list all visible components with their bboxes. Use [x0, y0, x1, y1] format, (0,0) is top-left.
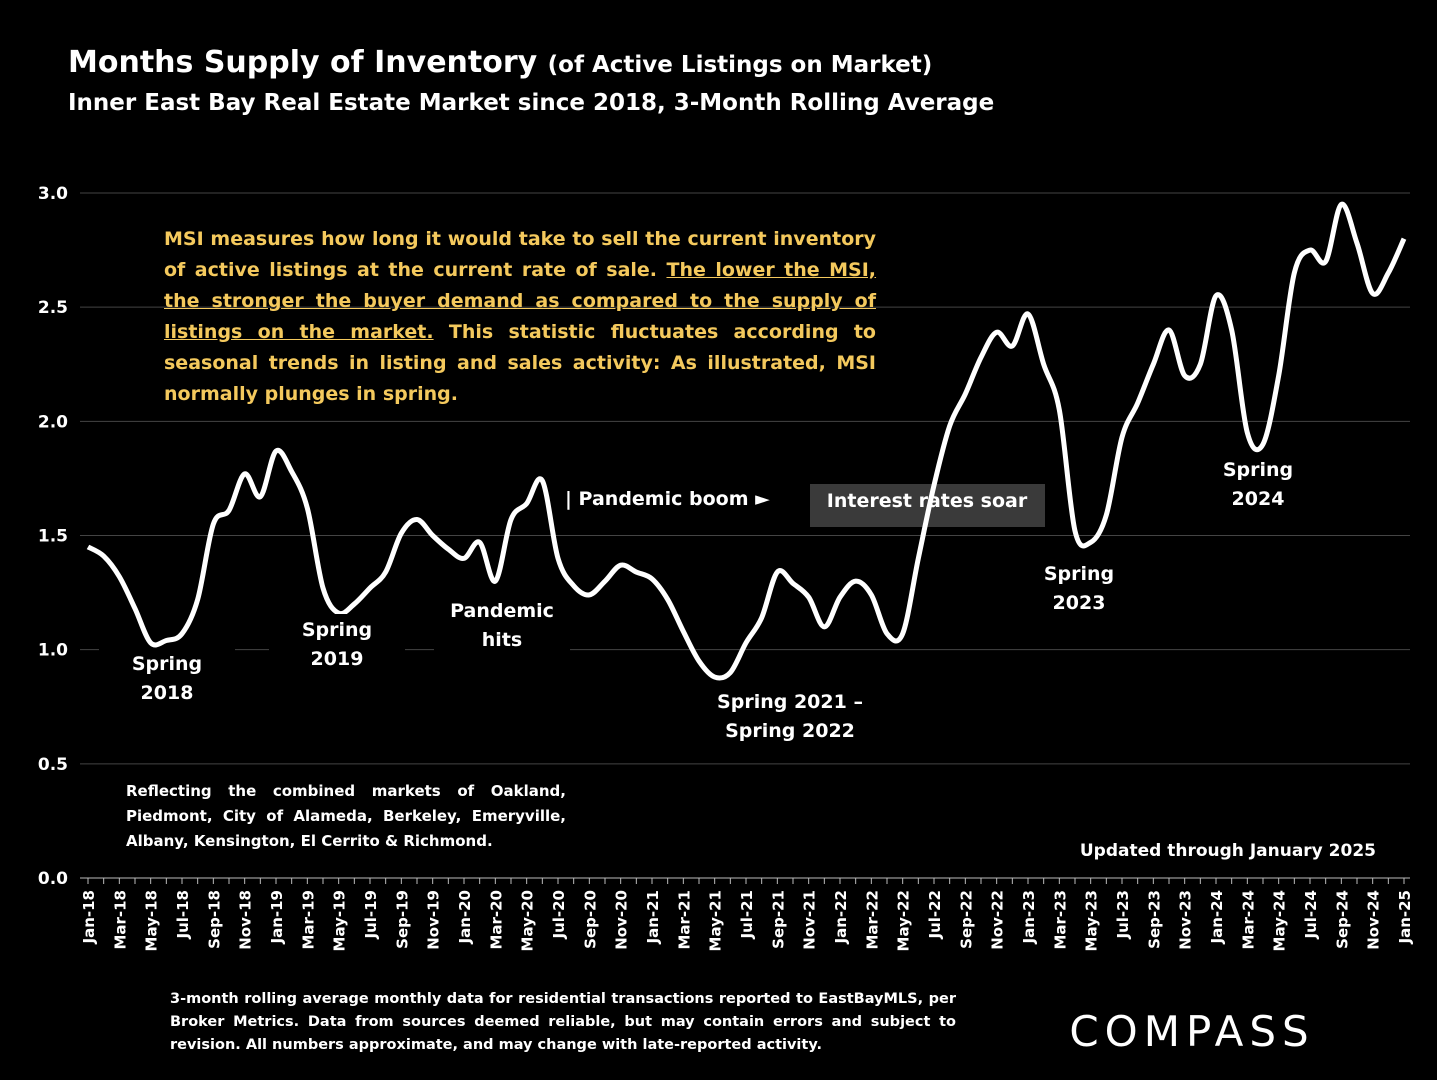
note: MSI measures how long it would take to s… [164, 224, 876, 410]
x-tick-label: Jan-19 [268, 890, 286, 944]
annotation: 2024 [1232, 488, 1285, 510]
x-tick-label: May-18 [143, 890, 161, 951]
x-tick-label: May-20 [519, 890, 537, 951]
y-tick-label: 1.0 [38, 641, 68, 661]
note-part: The lower the MSI, the stronger the buye… [164, 259, 877, 343]
annotation: Spring 2021 – [717, 691, 863, 713]
title: Months Supply of Inventory [68, 45, 538, 80]
x-tick-label: Jul-19 [362, 890, 380, 940]
x-tick-label: Jan-23 [1020, 890, 1038, 944]
x-tick-label: Nov-20 [613, 890, 631, 950]
x-tick-label: Mar-21 [675, 890, 693, 950]
x-tick-label: Jul-24 [1302, 890, 1320, 940]
x-tick-label: Sep-21 [769, 890, 787, 949]
x-tick-label: Jan-20 [456, 890, 474, 944]
annotation: 2019 [311, 648, 364, 670]
title-suffix: (of Active Listings on Market) [548, 52, 933, 78]
x-tick-label: Jan-25 [1396, 890, 1414, 944]
x-tick-label: May-24 [1271, 890, 1289, 951]
annotation: Spring 2022 [725, 720, 855, 742]
x-tick-label: Nov-21 [801, 890, 819, 950]
x-tick-label: Jul-22 [926, 890, 944, 940]
annotation: Spring [132, 653, 202, 675]
x-tick-label: Jul-18 [174, 890, 192, 940]
note-part: This statistic fluctuates according to s… [164, 321, 876, 405]
x-tick-label: Sep-20 [581, 890, 599, 949]
annotation: Pandemic [450, 600, 554, 622]
annotation-bg [434, 595, 570, 659]
x-tick-label: May-21 [707, 890, 725, 951]
x-tick-label: Nov-24 [1365, 890, 1383, 950]
x-tick-label: Jan-22 [832, 890, 850, 944]
x-tick-label: Jul-23 [1114, 890, 1132, 940]
x-tick-label: Jan-21 [644, 890, 662, 944]
annotation: Spring [1044, 563, 1114, 585]
y-tick-label: 0.0 [38, 869, 68, 889]
annotation-bg [269, 614, 405, 678]
x-tick-label: Sep-18 [205, 890, 223, 949]
line [86, 201, 1407, 681]
annotation: hits [482, 629, 522, 651]
x-tick-label: Nov-19 [425, 890, 443, 950]
x-tick-label: Mar-24 [1239, 890, 1257, 950]
annotation-bg [722, 686, 858, 750]
y-tick-label: 1.5 [38, 527, 68, 547]
x-tick-label: Sep-23 [1145, 890, 1163, 949]
y-tick-label: 0.5 [38, 755, 68, 775]
y-tick-label: 3.0 [38, 184, 68, 204]
updated: Updated through January 2025 [1079, 841, 1376, 861]
y-tick-label: 2.5 [38, 298, 68, 318]
chart-title: Months Supply of Inventory (of Active Li… [68, 45, 932, 80]
x-tick-label: Mar-20 [487, 890, 505, 950]
annotation: | Pandemic boom ► [565, 488, 770, 510]
brand: COMPASS [1069, 1007, 1314, 1056]
x-tick-label: Mar-22 [863, 890, 881, 950]
x-tick-label: Jan-18 [80, 890, 98, 944]
x-tick-label: Sep-22 [957, 890, 975, 949]
x-tick-label: Sep-24 [1333, 890, 1351, 949]
annotation: 2023 [1053, 592, 1106, 614]
x-tick-label: Sep-19 [393, 890, 411, 949]
subtitle: Inner East Bay Real Estate Market since … [68, 90, 994, 116]
x-tick-label: Nov-18 [237, 890, 255, 950]
x-tick-label: Nov-23 [1177, 890, 1195, 950]
x-tick-label: Mar-18 [111, 890, 129, 950]
x-tick-label: May-23 [1083, 890, 1101, 951]
x-tick-label: Mar-23 [1051, 890, 1069, 950]
x-tick-label: May-19 [331, 890, 349, 951]
x-tick-label: Jul-20 [550, 890, 568, 940]
x-tick-label: Mar-19 [299, 890, 317, 950]
annotation-bg [99, 648, 235, 712]
annotation: Interest rates soar [827, 490, 1028, 512]
x-tick-label: Nov-22 [989, 890, 1007, 950]
annotation: Spring [1223, 459, 1293, 481]
footnote: 3-month rolling average monthly data for… [170, 991, 956, 1053]
region-note: Reflecting the combined markets of Oakla… [126, 782, 566, 850]
x-tick-label: Jan-24 [1208, 890, 1226, 944]
x-tick-label: Jul-21 [738, 890, 756, 940]
y-tick-label: 2.0 [38, 412, 68, 432]
annotation: Spring [302, 619, 372, 641]
x-tick-label: May-22 [895, 890, 913, 951]
annotation: 2018 [141, 682, 194, 704]
note-part: MSI measures how long it would take to s… [164, 228, 876, 281]
